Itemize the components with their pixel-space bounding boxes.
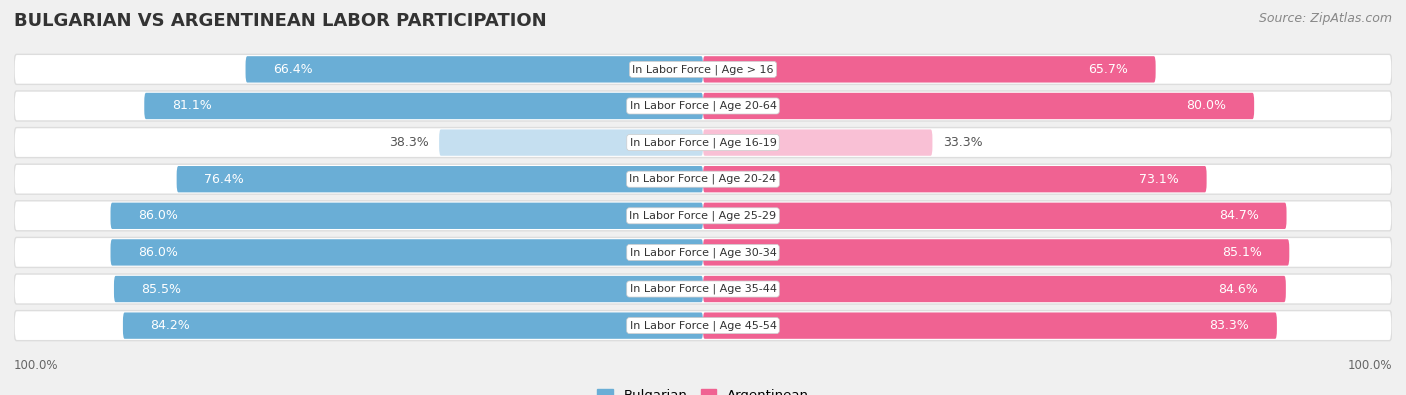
FancyBboxPatch shape xyxy=(703,239,1289,265)
Text: 83.3%: 83.3% xyxy=(1209,319,1250,332)
FancyBboxPatch shape xyxy=(703,93,1254,119)
Text: 84.2%: 84.2% xyxy=(150,319,190,332)
FancyBboxPatch shape xyxy=(14,310,1392,340)
FancyBboxPatch shape xyxy=(14,164,1392,194)
FancyBboxPatch shape xyxy=(703,312,1277,339)
Text: 86.0%: 86.0% xyxy=(138,246,179,259)
FancyBboxPatch shape xyxy=(14,128,1392,158)
Text: 100.0%: 100.0% xyxy=(14,359,59,372)
Text: 85.1%: 85.1% xyxy=(1222,246,1261,259)
Text: 38.3%: 38.3% xyxy=(389,136,429,149)
FancyBboxPatch shape xyxy=(703,56,1156,83)
Text: 84.6%: 84.6% xyxy=(1219,282,1258,295)
Text: In Labor Force | Age 16-19: In Labor Force | Age 16-19 xyxy=(630,137,776,148)
Text: 86.0%: 86.0% xyxy=(138,209,179,222)
Text: In Labor Force | Age 20-24: In Labor Force | Age 20-24 xyxy=(630,174,776,184)
FancyBboxPatch shape xyxy=(111,239,703,265)
Text: In Labor Force | Age 30-34: In Labor Force | Age 30-34 xyxy=(630,247,776,258)
Text: In Labor Force | Age > 16: In Labor Force | Age > 16 xyxy=(633,64,773,75)
Legend: Bulgarian, Argentinean: Bulgarian, Argentinean xyxy=(592,384,814,395)
Text: BULGARIAN VS ARGENTINEAN LABOR PARTICIPATION: BULGARIAN VS ARGENTINEAN LABOR PARTICIPA… xyxy=(14,12,547,30)
Text: In Labor Force | Age 35-44: In Labor Force | Age 35-44 xyxy=(630,284,776,294)
Text: 65.7%: 65.7% xyxy=(1088,63,1128,76)
FancyBboxPatch shape xyxy=(703,130,932,156)
Text: 66.4%: 66.4% xyxy=(273,63,312,76)
Text: 33.3%: 33.3% xyxy=(943,136,983,149)
Text: 80.0%: 80.0% xyxy=(1187,100,1226,113)
FancyBboxPatch shape xyxy=(439,130,703,156)
FancyBboxPatch shape xyxy=(14,201,1392,231)
Text: 76.4%: 76.4% xyxy=(204,173,245,186)
FancyBboxPatch shape xyxy=(111,203,703,229)
Text: In Labor Force | Age 20-64: In Labor Force | Age 20-64 xyxy=(630,101,776,111)
Text: 100.0%: 100.0% xyxy=(1347,359,1392,372)
Text: 84.7%: 84.7% xyxy=(1219,209,1258,222)
Text: Source: ZipAtlas.com: Source: ZipAtlas.com xyxy=(1258,12,1392,25)
FancyBboxPatch shape xyxy=(703,203,1286,229)
FancyBboxPatch shape xyxy=(145,93,703,119)
FancyBboxPatch shape xyxy=(703,166,1206,192)
Text: 85.5%: 85.5% xyxy=(142,282,181,295)
FancyBboxPatch shape xyxy=(14,274,1392,304)
FancyBboxPatch shape xyxy=(114,276,703,302)
Text: 81.1%: 81.1% xyxy=(172,100,211,113)
FancyBboxPatch shape xyxy=(246,56,703,83)
FancyBboxPatch shape xyxy=(122,312,703,339)
FancyBboxPatch shape xyxy=(14,237,1392,267)
FancyBboxPatch shape xyxy=(14,91,1392,121)
FancyBboxPatch shape xyxy=(14,55,1392,85)
Text: In Labor Force | Age 25-29: In Labor Force | Age 25-29 xyxy=(630,211,776,221)
Text: 73.1%: 73.1% xyxy=(1139,173,1180,186)
Text: In Labor Force | Age 45-54: In Labor Force | Age 45-54 xyxy=(630,320,776,331)
FancyBboxPatch shape xyxy=(703,276,1286,302)
FancyBboxPatch shape xyxy=(177,166,703,192)
